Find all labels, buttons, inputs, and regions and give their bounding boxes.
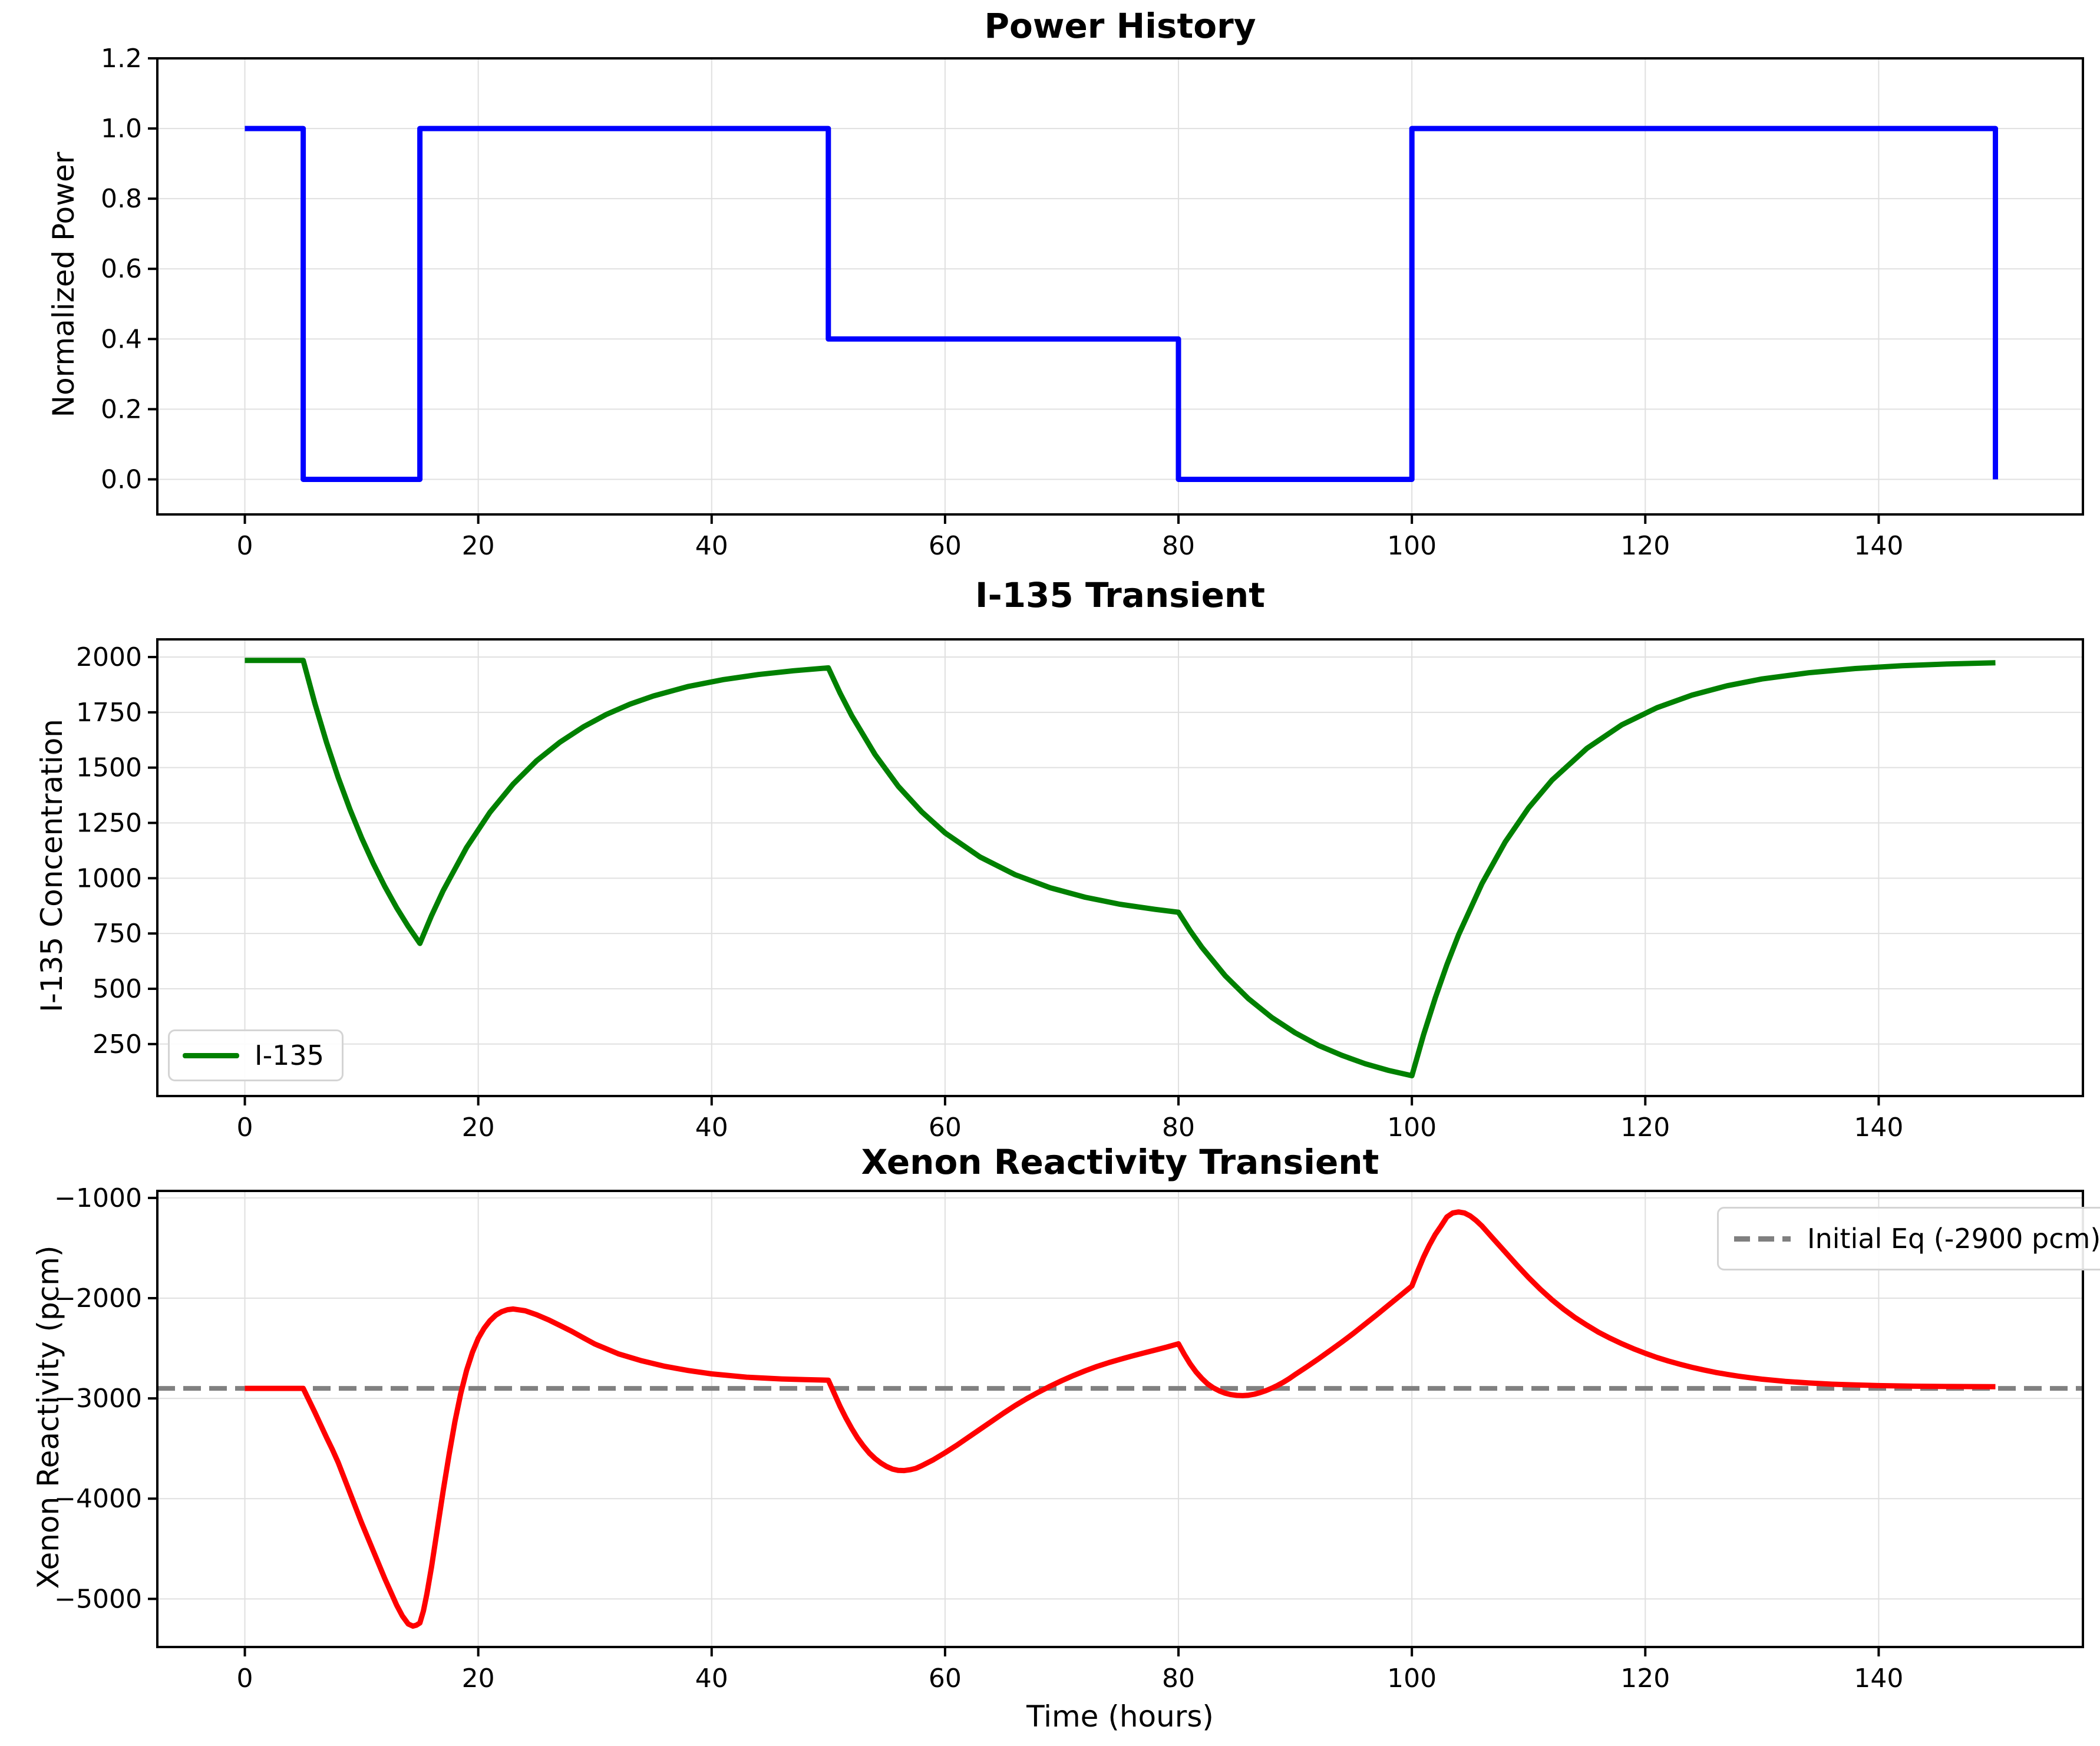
i135-legend-label: I-135 xyxy=(255,1039,324,1071)
x-tick-label: 40 xyxy=(695,1664,728,1694)
x-tick-label: 80 xyxy=(1162,1113,1195,1143)
y-tick-label: 1.0 xyxy=(101,114,142,144)
xenon-line xyxy=(245,1209,1996,1629)
axes-spines xyxy=(156,57,2084,516)
x-tick-label: 80 xyxy=(1162,1664,1195,1694)
x-tick-label: 100 xyxy=(1387,531,1437,561)
y-tick-label: −4000 xyxy=(54,1484,142,1514)
y-tick-label: −1000 xyxy=(54,1183,142,1213)
xenon-transient-title: Xenon Reactivity Transient xyxy=(861,1142,1379,1182)
x-tick-label: 60 xyxy=(929,1113,962,1143)
x-tick-label: 40 xyxy=(695,531,728,561)
subplot-1: 0 20 40 60 80 100 120 140 0.0 0.2 0.4 0.6 0.8 1.0 1.2 xyxy=(101,44,2084,561)
y-tick-label: 0.2 xyxy=(101,394,142,424)
equilibrium-legend-dashed-sample xyxy=(1734,1236,1791,1242)
y-tick-label: 1000 xyxy=(76,863,142,893)
x-tick-label: 0 xyxy=(237,531,253,561)
y-tick-label: 750 xyxy=(93,919,142,949)
x-tick-label: 120 xyxy=(1620,1113,1670,1143)
y-tick-label: −3000 xyxy=(54,1384,142,1414)
y-tick-label: 0.4 xyxy=(101,324,142,354)
x-tick-label: 80 xyxy=(1162,531,1195,561)
x-tick-label: 20 xyxy=(462,531,495,561)
x-tick-label: 60 xyxy=(929,1664,962,1694)
x-tick-label: 20 xyxy=(462,1664,495,1694)
y-tick-label: 250 xyxy=(93,1029,142,1060)
x-tick-label: 0 xyxy=(237,1113,253,1143)
axes-spines xyxy=(156,1190,2084,1648)
x-tick-label: 140 xyxy=(1854,531,1903,561)
x-tick-label: 140 xyxy=(1854,1664,1903,1694)
y-tick-label: −2000 xyxy=(54,1283,142,1313)
y-tick-label: 1500 xyxy=(76,753,142,783)
axes-spines xyxy=(156,638,2084,1097)
grid-2 xyxy=(157,639,2083,1096)
time-axis-label: Time (hours) xyxy=(1026,1699,1214,1734)
y-tick-label: 0.8 xyxy=(101,184,142,214)
y-tick-label: 500 xyxy=(93,974,142,1004)
x-tick-label: 20 xyxy=(462,1113,495,1143)
i135-transient-title: I-135 Transient xyxy=(975,575,1265,615)
x-tick-label: 40 xyxy=(695,1113,728,1143)
grid-3 xyxy=(157,1191,2083,1647)
x-tick-label: 60 xyxy=(929,531,962,561)
subplot-2: 0 20 40 60 80 100 120 140 250 500 750 1000 1250 1500 1… xyxy=(76,638,2084,1143)
x-tick-label: 100 xyxy=(1387,1113,1437,1143)
y-tick-label: 1750 xyxy=(76,698,142,728)
i135-concentration-axis-label: I-135 Concentration xyxy=(35,719,69,1012)
y-tick-label: −5000 xyxy=(54,1584,142,1614)
equilibrium-legend-label: Initial Eq (-2900 pcm) xyxy=(1807,1223,2100,1255)
i135-legend: I-135 xyxy=(168,1029,344,1081)
y-tick-label: 1.2 xyxy=(101,44,142,74)
i135-legend-line-sample xyxy=(183,1052,239,1058)
y-tick-label: 2000 xyxy=(76,642,142,672)
power-history-title: Power History xyxy=(984,6,1256,46)
i135-line xyxy=(245,658,1996,1078)
normalized-power-axis-label: Normalized Power xyxy=(47,151,81,418)
y-tick-label: 0.0 xyxy=(101,464,142,494)
x-tick-label: 120 xyxy=(1620,1664,1670,1694)
x-tick-label: 100 xyxy=(1387,1664,1437,1694)
x-tick-label: 120 xyxy=(1620,531,1670,561)
y-tick-label: 0.6 xyxy=(101,254,142,284)
y-tick-label: 1250 xyxy=(76,808,142,839)
equilibrium-legend: Initial Eq (-2900 pcm) xyxy=(1717,1207,2100,1270)
x-tick-label: 0 xyxy=(237,1664,253,1694)
subplot-3: 0 20 40 60 80 100 120 140 −1000 −2000 −3000 −4000 −5… xyxy=(54,1183,2084,1694)
xenon-reactivity-axis-label: Xenon Reactivity (pcm) xyxy=(31,1245,65,1589)
x-tick-label: 140 xyxy=(1854,1113,1903,1143)
power-line xyxy=(245,126,1998,482)
